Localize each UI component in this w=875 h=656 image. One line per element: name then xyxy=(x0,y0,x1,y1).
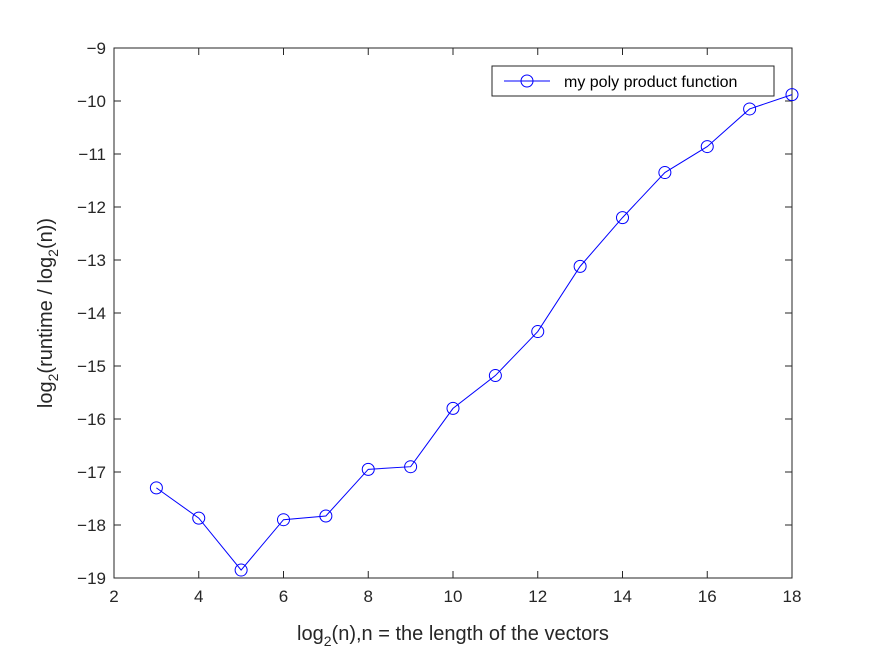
legend-label: my poly product function xyxy=(564,74,737,91)
series-line xyxy=(156,94,793,571)
y-tick-label: −15 xyxy=(77,357,106,376)
y-tick-label: −19 xyxy=(77,569,106,588)
data-point-marker xyxy=(277,513,290,527)
x-tick-label: 14 xyxy=(613,587,632,606)
y-tick-label: −11 xyxy=(78,145,106,164)
x-axis: 2 4 6 8 10 12 14 16 18 xyxy=(109,48,801,606)
data-point-marker xyxy=(785,88,799,102)
x-axis-title-subscript: 2 xyxy=(324,633,332,649)
y-axis-title-subscript-2: 2 xyxy=(45,249,61,257)
data-point-marker xyxy=(192,511,206,525)
y-tick-label: −14 xyxy=(77,304,106,323)
x-axis-title-log: log xyxy=(297,623,324,645)
data-point-marker xyxy=(404,460,418,474)
x-axis-title-rest: (n),n = the length of the vectors xyxy=(332,623,609,645)
y-tick-label: −10 xyxy=(77,92,106,111)
data-point-marker xyxy=(616,211,629,225)
x-tick-label: 10 xyxy=(444,587,463,606)
data-point-marker xyxy=(361,462,375,476)
x-tick-label: 8 xyxy=(364,587,373,606)
data-point-marker xyxy=(234,563,248,577)
y-axis-title-log: log xyxy=(35,381,57,408)
y-axis-title-mid: (runtime / log xyxy=(35,257,57,374)
y-tick-label: −13 xyxy=(77,251,106,270)
x-tick-label: 4 xyxy=(194,587,203,606)
y-axis: −9 −10 −11 −12 −13 −14 −15 −16 −17 −18 −19 xyxy=(77,39,792,588)
legend: my poly product function xyxy=(491,65,775,97)
y-tick-label: −16 xyxy=(77,410,106,429)
data-point-marker xyxy=(700,140,714,154)
y-axis-title-subscript-1: 2 xyxy=(45,373,61,381)
y-axis-title: log2(runtime / log2(n)) xyxy=(35,218,61,408)
y-tick-label: −17 xyxy=(77,463,106,482)
data-point-marker xyxy=(488,369,502,383)
y-axis-title-rest: (n)) xyxy=(35,218,57,249)
x-axis-title: log2(n),n = the length of the vectors xyxy=(297,623,609,649)
y-tick-label: −9 xyxy=(87,39,106,58)
data-point-marker xyxy=(743,102,757,116)
plot-area xyxy=(113,47,793,579)
data-point-marker xyxy=(573,259,587,273)
data-point-marker xyxy=(531,325,545,339)
x-tick-label: 16 xyxy=(698,587,717,606)
x-tick-label: 12 xyxy=(528,587,547,606)
data-point-marker xyxy=(149,481,163,495)
y-tick-label: −18 xyxy=(77,516,106,535)
legend-marker-swatch xyxy=(520,74,534,88)
data-point-marker xyxy=(658,166,672,180)
x-tick-label: 6 xyxy=(279,587,288,606)
data-point-marker xyxy=(319,509,333,523)
data-point-marker xyxy=(446,401,460,415)
series-layer xyxy=(149,88,799,577)
x-tick-label: 18 xyxy=(783,587,802,606)
x-tick-label: 2 xyxy=(109,587,118,606)
y-tick-label: −12 xyxy=(77,198,106,217)
